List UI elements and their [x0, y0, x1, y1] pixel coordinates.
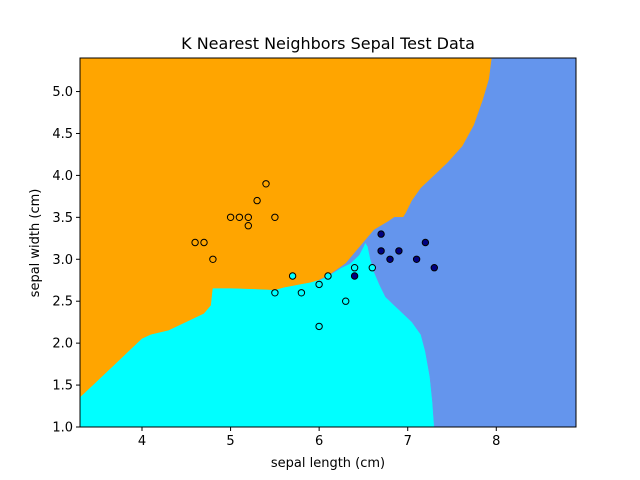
data-point [395, 247, 403, 255]
plot-frame [79, 57, 577, 428]
y-tick-label: 2.0 [52, 337, 73, 352]
y-tick-label: 2.5 [52, 295, 73, 310]
x-tick-label: 8 [492, 434, 500, 449]
x-axis-label: sepal length (cm) [271, 456, 385, 471]
data-point [377, 230, 385, 238]
data-point [350, 264, 359, 272]
data-point [386, 255, 394, 263]
data-point [253, 196, 261, 205]
data-point [244, 213, 253, 222]
test-points [191, 180, 438, 331]
x-tick-label: 7 [404, 434, 412, 449]
data-point [315, 322, 323, 331]
data-point [288, 272, 297, 280]
y-tick-label: 4.0 [52, 169, 73, 184]
data-point [235, 213, 244, 222]
data-point [315, 280, 323, 289]
y-tick-label: 3.5 [52, 211, 73, 226]
y-axis-ticks: 1.0 1.5 2.0 2.5 3.0 3.5 4.0 4.5 5.0 [52, 85, 80, 436]
data-point [377, 247, 385, 255]
data-point [191, 238, 199, 247]
data-point [412, 255, 421, 263]
data-point [271, 289, 279, 297]
x-tick-label: 4 [138, 434, 146, 449]
x-tick-label: 6 [315, 434, 323, 449]
data-point [368, 264, 376, 272]
data-point [226, 213, 235, 222]
data-point [200, 238, 208, 247]
data-point [297, 289, 306, 297]
y-tick-label: 4.5 [52, 127, 73, 142]
decision-regions [80, 58, 576, 427]
decision-region-3 [318, 58, 576, 427]
y-tick-label: 1.0 [52, 421, 73, 436]
data-point [271, 213, 279, 222]
y-axis-label: sepal width (cm) [28, 189, 43, 298]
data-point [350, 272, 359, 280]
x-axis-ticks: 4 5 6 7 8 [138, 427, 500, 449]
data-point [262, 180, 270, 188]
x-tick-label: 5 [226, 434, 234, 449]
data-point [421, 238, 430, 247]
data-point [342, 297, 350, 305]
data-point [209, 255, 217, 263]
data-point [244, 222, 253, 230]
data-point [324, 272, 332, 280]
chart-title: K Nearest Neighbors Sepal Test Data [181, 34, 475, 53]
y-tick-label: 3.0 [52, 253, 73, 268]
data-point [430, 264, 438, 272]
y-tick-label: 1.5 [52, 379, 73, 394]
y-tick-label: 5.0 [52, 85, 73, 100]
